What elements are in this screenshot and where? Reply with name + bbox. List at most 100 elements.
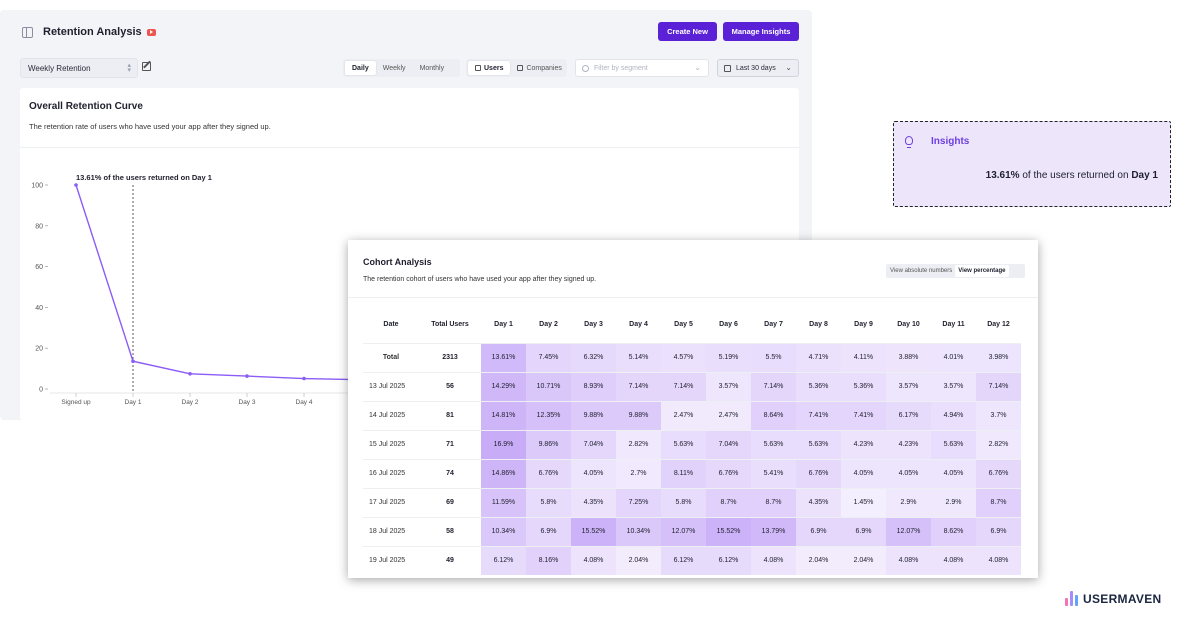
insights-title: Insights [931, 136, 970, 147]
segment-filter[interactable]: Filter by segment ⌄ [575, 59, 709, 77]
cohort-cell: 8.7% [751, 487, 796, 517]
cohort-cell: 6.76% [796, 458, 841, 488]
cohort-total-users: 69 [419, 487, 481, 517]
cohort-date: 17 Jul 2025 [363, 487, 419, 517]
cohort-cell: 4.35% [796, 487, 841, 517]
logo-bar [1070, 591, 1073, 606]
cohort-date: 19 Jul 2025 [363, 545, 419, 575]
view-absolute-button[interactable]: View absolute numbers [890, 268, 953, 274]
cohort-cell: 7.14% [976, 371, 1021, 401]
cohort-cell: 14.86% [481, 458, 526, 488]
date-range-picker[interactable]: Last 30 days ⌄ [717, 59, 799, 77]
curve-annotation: 13.61% of the users returned on Day 1 [76, 173, 212, 182]
cohort-cell: 14.29% [481, 371, 526, 401]
x-tick-label: Day 1 [125, 399, 142, 406]
insights-panel: Insights 13.61% of the users returned on… [893, 121, 1171, 207]
cohort-cell: 3.57% [886, 371, 931, 401]
cohort-cell: 4.08% [931, 545, 976, 575]
cohort-cell: 6.76% [976, 458, 1021, 488]
cohort-cell: 4.08% [751, 545, 796, 575]
table-row-total: Total 2313 13.61% 7.45% 6.32% 5.14% 4.57% 5.19%… [363, 342, 1021, 372]
cohort-total-users: 56 [419, 371, 481, 401]
cohort-cell: 10.34% [481, 516, 526, 546]
header-day-11: Day 11 [931, 306, 976, 343]
create-new-button[interactable]: Create New [658, 22, 717, 41]
cohort-cell: 2.82% [976, 429, 1021, 459]
cohort-cell: 8.7% [976, 487, 1021, 517]
view-percentage-button[interactable]: View percentage [955, 265, 1009, 277]
cohort-cell: 5.36% [796, 371, 841, 401]
report-select-value: Weekly Retention [28, 63, 91, 73]
cohort-cell: 14.81% [481, 400, 526, 430]
cohort-cell: 4.05% [571, 458, 616, 488]
cohort-cell: 4.08% [886, 545, 931, 575]
edit-icon[interactable] [142, 62, 151, 71]
cohort-cell: 6.12% [706, 545, 751, 575]
entity-tabs: Users Companies [466, 59, 567, 77]
cohort-cell: 15.52% [571, 516, 616, 546]
cohort-cell: 2.47% [706, 400, 751, 430]
table-row: 19 Jul 2025 49 6.12% 8.16% 4.08% 2.04% 6.12% 6.… [363, 545, 1021, 575]
video-tutorial-icon[interactable] [146, 28, 156, 36]
tab-users[interactable]: Users [468, 61, 511, 75]
y-tick-label: 60 [35, 264, 43, 271]
table-row: 15 Jul 2025 71 16.9% 9.86% 7.04% 2.82% 5.63% 7.… [363, 429, 1021, 459]
cohort-cell: 5.41% [751, 458, 796, 488]
sidebar-toggle-icon[interactable] [22, 26, 33, 38]
cohort-total-users: 2313 [419, 342, 481, 372]
cohort-date: 18 Jul 2025 [363, 516, 419, 546]
header-date: Date [363, 306, 419, 343]
cohort-cell: 8.11% [661, 458, 706, 488]
cohort-total-users: 58 [419, 516, 481, 546]
tab-monthly[interactable]: Monthly [419, 64, 445, 72]
divider [20, 147, 799, 148]
data-point [245, 374, 249, 378]
segment-icon [582, 65, 589, 72]
cohort-cell: 16.9% [481, 429, 526, 459]
data-point [131, 359, 135, 364]
date-range-value: Last 30 days [736, 64, 776, 72]
cohort-total-users: 81 [419, 400, 481, 430]
cohort-cell: 3.7% [976, 400, 1021, 430]
cohort-cell: 11.59% [481, 487, 526, 517]
tab-companies[interactable]: Companies [510, 61, 568, 75]
cohort-cell: 3.57% [931, 371, 976, 401]
cohort-cell: 4.08% [976, 545, 1021, 575]
cohort-cell: 5.63% [931, 429, 976, 459]
cohort-cell: 9.88% [571, 400, 616, 430]
cohort-cell: 3.98% [976, 342, 1021, 372]
tab-weekly[interactable]: Weekly [382, 64, 406, 72]
cohort-cell: 2.82% [616, 429, 661, 459]
table-row: 16 Jul 2025 74 14.86% 6.76% 4.05% 2.7% 8.11% 6.… [363, 458, 1021, 488]
report-select[interactable]: Weekly Retention ▴ ▾ [20, 58, 138, 78]
x-tick-label: Signed up [61, 399, 91, 406]
insights-text: 13.61% of the users returned on Day 1 [986, 170, 1158, 181]
chevron-down-icon: ⌄ [785, 63, 792, 72]
cohort-cell: 12.35% [526, 400, 571, 430]
cohort-total-users: 74 [419, 458, 481, 488]
data-point [74, 183, 78, 187]
cohort-analysis-card: Cohort Analysis The retention cohort of … [348, 240, 1038, 578]
cohort-cell: 5.8% [661, 487, 706, 517]
header-day-6: Day 6 [706, 306, 751, 343]
manage-insights-button[interactable]: Manage Insights [723, 22, 799, 41]
cohort-cell: 2.9% [886, 487, 931, 517]
cohort-cell: 7.41% [841, 400, 886, 430]
cohort-cell: 4.05% [886, 458, 931, 488]
cohort-cell: 6.9% [526, 516, 571, 546]
cohort-cell: 8.62% [931, 516, 976, 546]
cohort-cell: 8.93% [571, 371, 616, 401]
cohort-cell: 6.76% [526, 458, 571, 488]
logo-bars-icon [1065, 591, 1078, 606]
tab-daily[interactable]: Daily [345, 61, 376, 75]
cohort-cell: 12.07% [886, 516, 931, 546]
cohort-cell: 6.17% [886, 400, 931, 430]
cohort-cell: 1.45% [841, 487, 886, 517]
cohort-cell: 4.35% [571, 487, 616, 517]
app-header: Retention Analysis [0, 10, 812, 54]
table-row: 18 Jul 2025 58 10.34% 6.9% 15.52% 10.34% 12.07… [363, 516, 1021, 546]
cohort-cell: 2.9% [931, 487, 976, 517]
cohort-cell: 6.76% [706, 458, 751, 488]
cohort-cell: 5.5% [751, 342, 796, 372]
